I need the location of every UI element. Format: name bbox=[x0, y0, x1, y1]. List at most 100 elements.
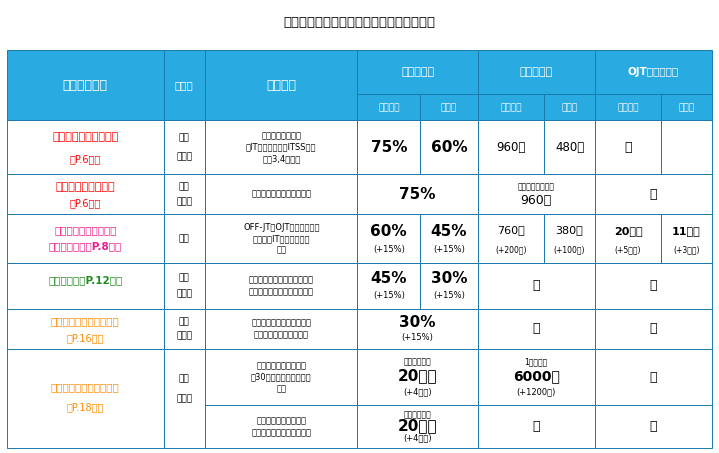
Text: (+4万円): (+4万円) bbox=[403, 387, 432, 396]
Text: 1日当たり: 1日当たり bbox=[525, 357, 548, 366]
Text: (+15%): (+15%) bbox=[433, 245, 464, 254]
Text: 所定労働時間の短縮と
所定外労働時間の免除制度: 所定労働時間の短縮と 所定外労働時間の免除制度 bbox=[252, 416, 311, 437]
Bar bbox=[205, 214, 357, 263]
Bar bbox=[544, 120, 595, 174]
Text: (+4万円): (+4万円) bbox=[403, 434, 432, 443]
Text: －: － bbox=[624, 140, 632, 154]
Text: 高度デジタル訓練
（ITスキル標準（ITSS）レ
ベル3,4以上）: 高度デジタル訓練 （ITスキル標準（ITSS）レ ベル3,4以上） bbox=[246, 131, 316, 163]
Bar bbox=[205, 405, 357, 448]
Bar bbox=[595, 308, 712, 349]
Bar bbox=[357, 349, 477, 405]
Text: （P.16～）: （P.16～） bbox=[67, 333, 104, 343]
Bar bbox=[477, 120, 544, 174]
Text: 定額制訓練（P.12～）: 定額制訓練（P.12～） bbox=[48, 275, 122, 285]
Bar bbox=[420, 120, 477, 174]
Text: －: － bbox=[533, 420, 540, 433]
Text: 非正規: 非正規 bbox=[176, 289, 193, 299]
Text: －: － bbox=[533, 323, 540, 336]
Text: 海外も含む大学院での訓練: 海外も含む大学院での訓練 bbox=[252, 190, 311, 198]
Text: 45%: 45% bbox=[431, 224, 467, 239]
Text: 60%: 60% bbox=[431, 140, 467, 154]
Text: 20万円: 20万円 bbox=[398, 368, 437, 383]
Bar bbox=[205, 349, 357, 405]
Text: (+3万円): (+3万円) bbox=[673, 245, 700, 254]
Bar bbox=[357, 214, 420, 263]
Text: 制度導入経費: 制度導入経費 bbox=[404, 410, 431, 419]
Text: 対象訓練: 対象訓練 bbox=[266, 78, 296, 92]
Bar bbox=[357, 308, 477, 349]
Text: 正規: 正規 bbox=[179, 375, 190, 384]
Bar bbox=[477, 50, 595, 95]
Bar bbox=[7, 50, 163, 120]
Text: 480円: 480円 bbox=[555, 140, 584, 154]
Text: 高度デジタル人材訓練: 高度デジタル人材訓練 bbox=[52, 132, 119, 142]
Bar bbox=[595, 214, 661, 263]
Bar bbox=[7, 308, 163, 349]
Text: 正規: 正規 bbox=[179, 234, 190, 243]
Text: 正規: 正規 bbox=[179, 182, 190, 191]
Text: (+15%): (+15%) bbox=[373, 291, 405, 300]
Text: （P.6～）: （P.6～） bbox=[70, 198, 101, 208]
Text: 20万円: 20万円 bbox=[398, 418, 437, 433]
Text: 60%: 60% bbox=[370, 224, 407, 239]
Text: 正規: 正規 bbox=[179, 273, 190, 282]
Bar bbox=[661, 95, 712, 120]
Text: 960円: 960円 bbox=[521, 194, 552, 207]
Text: 非正規: 非正規 bbox=[176, 395, 193, 403]
Bar bbox=[595, 95, 661, 120]
Text: －: － bbox=[649, 323, 657, 336]
Bar bbox=[357, 263, 420, 308]
Text: (+200円): (+200円) bbox=[495, 245, 527, 254]
Bar bbox=[477, 308, 595, 349]
Bar bbox=[595, 50, 712, 95]
Text: OFF-JT＋OJTの組み合わせ
の訓練（IT分野関連の訓
練）: OFF-JT＋OJTの組み合わせ の訓練（IT分野関連の訓 練） bbox=[243, 223, 319, 255]
Text: 75%: 75% bbox=[370, 140, 407, 154]
Text: 45%: 45% bbox=[370, 271, 407, 286]
Bar bbox=[163, 214, 205, 263]
Text: －: － bbox=[649, 188, 657, 201]
Bar bbox=[7, 263, 163, 308]
Text: 長期教育訓練休暇等制度: 長期教育訓練休暇等制度 bbox=[51, 382, 120, 392]
Text: (+1200円): (+1200円) bbox=[516, 387, 556, 396]
Bar bbox=[163, 174, 205, 214]
Bar bbox=[163, 308, 205, 349]
Text: (+5万円): (+5万円) bbox=[615, 245, 641, 254]
Text: 情報技術分野認定実習: 情報技術分野認定実習 bbox=[54, 225, 116, 235]
Text: 11万円: 11万円 bbox=[672, 226, 701, 236]
Text: (+100円): (+100円) bbox=[554, 245, 585, 254]
Bar bbox=[163, 120, 205, 174]
Text: 非正規: 非正規 bbox=[176, 197, 193, 206]
Text: 大企業: 大企業 bbox=[679, 103, 695, 112]
Text: 20万円: 20万円 bbox=[614, 226, 642, 236]
Text: 6000円: 6000円 bbox=[513, 369, 559, 383]
Text: 中小企業: 中小企業 bbox=[378, 103, 400, 112]
Text: 非正規: 非正規 bbox=[176, 152, 193, 161]
Text: 賃金助成額: 賃金助成額 bbox=[520, 67, 553, 77]
Bar bbox=[595, 120, 661, 174]
Bar bbox=[7, 120, 163, 174]
Bar bbox=[420, 214, 477, 263]
Text: 経費助成率: 経費助成率 bbox=[401, 67, 434, 77]
Text: 国内大学院の場合: 国内大学院の場合 bbox=[518, 182, 555, 191]
Bar bbox=[544, 95, 595, 120]
Bar bbox=[7, 214, 163, 263]
Text: 制度導入経費: 制度導入経費 bbox=[404, 357, 431, 366]
Text: 対象者: 対象者 bbox=[175, 80, 193, 90]
Text: 中小企業: 中小企業 bbox=[618, 103, 638, 112]
Text: (+15%): (+15%) bbox=[433, 291, 464, 300]
Bar bbox=[357, 174, 477, 214]
Bar bbox=[595, 174, 712, 214]
Bar bbox=[477, 349, 595, 405]
Text: 760円: 760円 bbox=[497, 225, 525, 235]
Text: (+15%): (+15%) bbox=[373, 245, 405, 254]
Text: 380円: 380円 bbox=[556, 225, 583, 235]
Text: 長期教育訓練休暇制度
（30日以上の連続休暇取
得）: 長期教育訓練休暇制度 （30日以上の連続休暇取 得） bbox=[251, 361, 311, 393]
Bar bbox=[205, 308, 357, 349]
Bar bbox=[544, 214, 595, 263]
Text: 75%: 75% bbox=[399, 187, 436, 202]
Bar bbox=[477, 174, 595, 214]
Text: 中小企業: 中小企業 bbox=[500, 103, 522, 112]
Bar bbox=[163, 50, 205, 120]
Text: 正規: 正規 bbox=[179, 317, 190, 326]
Text: OJT実施助成額: OJT実施助成額 bbox=[628, 67, 679, 77]
